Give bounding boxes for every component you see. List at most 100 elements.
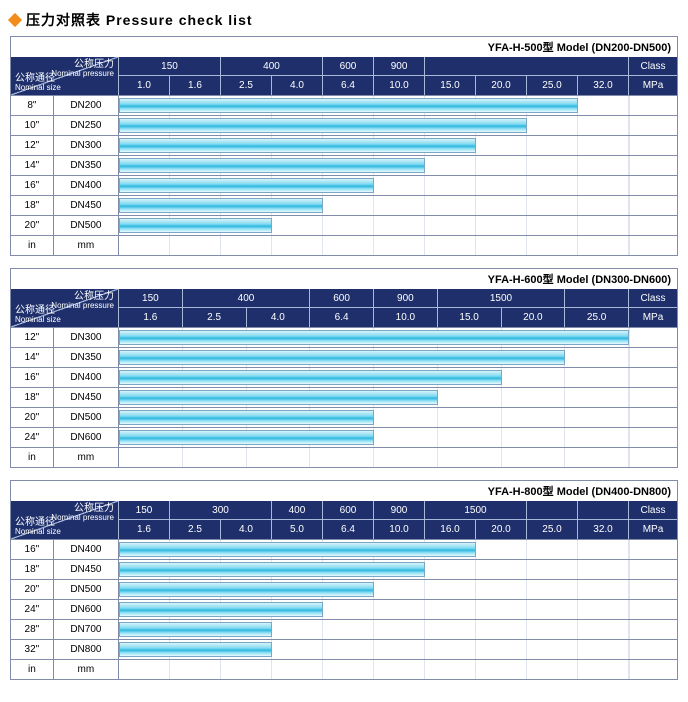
table-row: 14"DN350 bbox=[11, 347, 677, 367]
mpa-cell: 20.0 bbox=[476, 76, 527, 95]
size-in: 20" bbox=[11, 408, 54, 427]
pressure-bar bbox=[119, 350, 565, 365]
mpa-cell: 25.0 bbox=[527, 520, 578, 539]
charts-container: YFA-H-500型 Model (DN200-DN500)公称压力Nomina… bbox=[10, 36, 678, 680]
size-mm: DN400 bbox=[54, 540, 118, 559]
class-row: 1503004006009001500Class bbox=[119, 501, 677, 519]
pressure-bar bbox=[119, 602, 323, 617]
table-row: 32"DN800 bbox=[11, 639, 677, 659]
pressure-bar bbox=[119, 582, 374, 597]
class-cell: 1500 bbox=[425, 501, 527, 519]
size-cells: 24"DN600 bbox=[11, 428, 119, 447]
bar-area bbox=[119, 428, 677, 447]
mpa-cell: 10.0 bbox=[374, 308, 438, 327]
table-row: 24"DN600 bbox=[11, 599, 677, 619]
table-row: 16"DN400 bbox=[11, 539, 677, 559]
mpa-unit-label: MPa bbox=[629, 76, 677, 95]
mpa-cell: 2.5 bbox=[170, 520, 221, 539]
size-in: 14" bbox=[11, 156, 54, 175]
unit-in: in bbox=[11, 660, 54, 679]
size-mm: DN200 bbox=[54, 96, 118, 115]
mpa-unit-label: MPa bbox=[629, 308, 677, 327]
size-in: 14" bbox=[11, 348, 54, 367]
table-row: 18"DN450 bbox=[11, 559, 677, 579]
bar-area bbox=[119, 600, 677, 619]
chart-block: YFA-H-800型 Model (DN400-DN800)公称压力Nomina… bbox=[10, 480, 678, 680]
size-mm: DN250 bbox=[54, 116, 118, 135]
size-cells: 20"DN500 bbox=[11, 408, 119, 427]
scale-header: 150400600900Class1.01.62.54.06.410.015.0… bbox=[119, 57, 677, 95]
size-mm: DN450 bbox=[54, 560, 118, 579]
size-cells: 18"DN450 bbox=[11, 196, 119, 215]
table-row: 14"DN350 bbox=[11, 155, 677, 175]
pressure-bar bbox=[119, 542, 476, 557]
size-cells: 14"DN350 bbox=[11, 348, 119, 367]
class-cell bbox=[578, 501, 629, 519]
class-cell: 400 bbox=[183, 289, 310, 307]
pressure-bar bbox=[119, 642, 272, 657]
pressure-bar bbox=[119, 370, 502, 385]
class-cell: 900 bbox=[374, 57, 425, 75]
size-in: 16" bbox=[11, 176, 54, 195]
size-in: 16" bbox=[11, 368, 54, 387]
size-mm: DN300 bbox=[54, 136, 118, 155]
size-label: 公称通径Nominal size bbox=[15, 305, 61, 325]
table-row: 18"DN450 bbox=[11, 387, 677, 407]
unit-mm: mm bbox=[54, 236, 118, 255]
size-mm: DN350 bbox=[54, 156, 118, 175]
size-cells: 18"DN450 bbox=[11, 560, 119, 579]
mpa-cell: 10.0 bbox=[374, 520, 425, 539]
model-label: YFA-H-500型 Model (DN200-DN500) bbox=[11, 37, 677, 57]
mpa-cell: 2.5 bbox=[183, 308, 247, 327]
size-header: 公称压力Nominal pressure公称通径Nominal size bbox=[11, 501, 119, 539]
mpa-cell: 4.0 bbox=[272, 76, 323, 95]
chart-header: 公称压力Nominal pressure公称通径Nominal size1504… bbox=[11, 57, 677, 95]
bar-area bbox=[119, 176, 677, 195]
mpa-cell: 32.0 bbox=[578, 76, 629, 95]
size-in: 20" bbox=[11, 580, 54, 599]
size-header: 公称压力Nominal pressure公称通径Nominal size bbox=[11, 57, 119, 95]
mpa-cell: 6.4 bbox=[323, 520, 374, 539]
size-header: 公称压力Nominal pressure公称通径Nominal size bbox=[11, 289, 119, 327]
class-cell: 400 bbox=[221, 57, 323, 75]
footer-row: inmm bbox=[11, 659, 677, 679]
mpa-cell: 1.6 bbox=[170, 76, 221, 95]
mpa-row: 1.01.62.54.06.410.015.020.025.032.0MPa bbox=[119, 75, 677, 95]
mpa-row: 1.62.54.05.06.410.016.020.025.032.0MPa bbox=[119, 519, 677, 539]
size-in: 12" bbox=[11, 136, 54, 155]
pressure-bar bbox=[119, 178, 374, 193]
table-row: 16"DN400 bbox=[11, 367, 677, 387]
size-mm: DN350 bbox=[54, 348, 118, 367]
size-cells: 14"DN350 bbox=[11, 156, 119, 175]
mpa-cell: 10.0 bbox=[374, 76, 425, 95]
pressure-bar bbox=[119, 562, 425, 577]
size-cells: 10"DN250 bbox=[11, 116, 119, 135]
scale-header: 1503004006009001500Class1.62.54.05.06.41… bbox=[119, 501, 677, 539]
mpa-unit-label: MPa bbox=[629, 520, 677, 539]
unit-in: in bbox=[11, 236, 54, 255]
size-mm: DN600 bbox=[54, 428, 118, 447]
size-in: 18" bbox=[11, 388, 54, 407]
size-in: 32" bbox=[11, 640, 54, 659]
table-row: 10"DN250 bbox=[11, 115, 677, 135]
class-cell: 300 bbox=[170, 501, 272, 519]
class-cell: 150 bbox=[119, 501, 170, 519]
unit-in: in bbox=[11, 448, 54, 467]
bar-area bbox=[119, 368, 677, 387]
size-label: 公称通径Nominal size bbox=[15, 517, 61, 537]
mpa-cell: 2.5 bbox=[221, 76, 272, 95]
class-unit-label: Class bbox=[629, 57, 677, 75]
mpa-cell: 16.0 bbox=[425, 520, 476, 539]
class-cell: 600 bbox=[323, 501, 374, 519]
table-row: 16"DN400 bbox=[11, 175, 677, 195]
table-row: 24"DN600 bbox=[11, 427, 677, 447]
class-cell: 600 bbox=[310, 289, 374, 307]
table-row: 20"DN500 bbox=[11, 407, 677, 427]
pressure-bar bbox=[119, 430, 374, 445]
bar-area bbox=[119, 348, 677, 367]
class-row: 150400600900Class bbox=[119, 57, 677, 75]
size-in: 12" bbox=[11, 328, 54, 347]
page-title: 压力对照表 Pressure check list bbox=[26, 10, 253, 30]
size-label: 公称通径Nominal size bbox=[15, 73, 61, 93]
mpa-cell: 32.0 bbox=[578, 520, 629, 539]
